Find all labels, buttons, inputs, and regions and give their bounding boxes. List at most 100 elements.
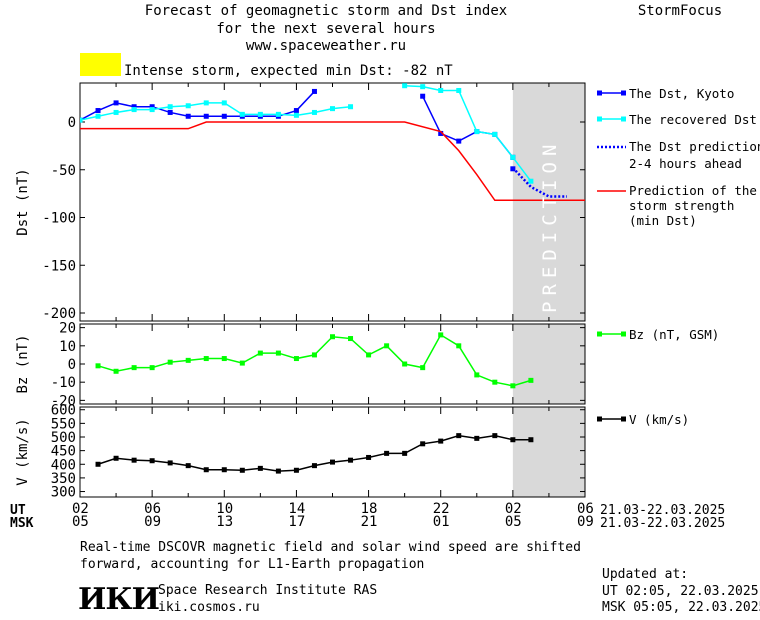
data-point [113,109,119,115]
data-point [239,360,245,366]
chart-subtitle: for the next several hours [216,21,436,37]
data-point [474,372,480,378]
data-point [311,88,317,94]
data-point [221,113,227,119]
updated-msk: MSK 05:05, 22.03.2025 [602,600,760,615]
y-tick-label: -100 [42,211,76,227]
iki-logo: ИКИ [78,582,160,617]
data-point [239,111,245,117]
y-tick-label: 450 [51,444,76,460]
legend-bz-marker-point [597,331,602,337]
institute-name: Space Research Institute RAS [158,583,378,598]
data-point [221,100,227,106]
msk-tick-label: 09 [144,514,161,530]
legend-prediction-2: 2-4 hours ahead [629,156,742,171]
ut-tick-label: 14 [288,501,306,517]
series-line [80,121,585,202]
panel-frame [79,406,586,498]
series-line [511,166,567,198]
ut-tick-label: 06 [144,501,161,517]
data-point [167,359,173,365]
data-point [420,441,426,447]
data-point [131,365,137,371]
series-line [404,84,532,182]
data-point [113,368,119,374]
data-point [330,459,335,465]
data-point [149,365,155,371]
data-point [185,113,191,119]
ut-date-range: 21.03-22.03.2025 [600,503,726,518]
data-point [257,465,263,471]
data-point [348,457,354,463]
legend-strength-3: (min Dst) [629,213,697,228]
site-url[interactable]: www.spaceweather.ru [245,38,407,54]
y-tick-label: 550 [51,416,76,432]
ut-axis-label: UT [10,503,26,518]
y-axis-label: Dst (nT) [15,168,31,235]
prediction-label: PREDICTION [539,139,561,313]
data-point [366,454,372,460]
legend-bz: Bz (nT, GSM) [629,327,720,342]
y-tick-label: 300 [51,485,76,501]
data-point [203,100,209,106]
series-line [97,333,532,387]
data-point [185,357,191,363]
data-point [80,117,83,123]
legend-recovered-marker-point [621,116,626,122]
msk-date-range: 21.03-22.03.2025 [600,516,726,531]
data-point [185,463,191,469]
data-point [95,108,101,114]
legend-strength-1: Prediction of the [629,183,757,198]
institute-site[interactable]: iki.cosmos.ru [158,600,260,615]
data-point [330,106,335,112]
y-tick-label: 0 [68,357,76,373]
data-point [203,356,209,362]
y-tick-label: 350 [51,471,76,487]
legend-strength-2: storm strength [629,198,735,213]
ut-tick-label: 02 [72,501,89,517]
legend-kyoto: The Dst, Kyoto [629,86,735,101]
y-tick-label: 500 [51,430,76,446]
data-point [366,352,372,358]
data-point [275,111,281,117]
data-point [293,112,299,118]
ut-tick-label: 10 [216,501,234,517]
y-axis-label: V (km/s) [15,418,31,485]
chart-title: Forecast of geomagnetic storm and Dst in… [144,3,508,19]
updated-label: Updated at: [602,567,689,582]
brand-name: StormFocus [637,3,723,19]
data-point [131,107,137,113]
legend-recovered: The recovered Dst [629,112,757,127]
data-point [384,450,390,456]
prediction-band [512,407,585,497]
data-point [311,463,317,469]
series-line [422,95,514,158]
msk-tick-label: 01 [432,514,450,530]
ut-tick-label: 02 [504,501,522,517]
data-point [492,433,498,439]
msk-tick-label: 21 [360,514,378,530]
legend-bz-marker-point [621,331,626,337]
data-point [131,104,137,110]
dst-panel: 0 -50 -100 -150 -200 Dst (nT) PREDICTION [15,82,586,322]
legend-markers [597,90,626,422]
data-point [113,455,119,461]
data-point [510,154,516,160]
data-point [203,467,209,473]
data-point [257,350,263,356]
data-point [275,350,281,356]
data-point [420,84,426,90]
data-point [456,87,462,93]
y-tick-label: 400 [51,457,76,473]
data-point [293,356,299,362]
prediction-band [512,83,585,321]
data-point [348,104,354,110]
data-point [167,104,173,110]
msk-tick-label: 17 [288,514,306,530]
data-point [167,460,173,466]
legend-kyoto-marker-point [621,90,626,96]
prediction-band [512,324,585,404]
y-tick-label: -50 [51,163,76,179]
